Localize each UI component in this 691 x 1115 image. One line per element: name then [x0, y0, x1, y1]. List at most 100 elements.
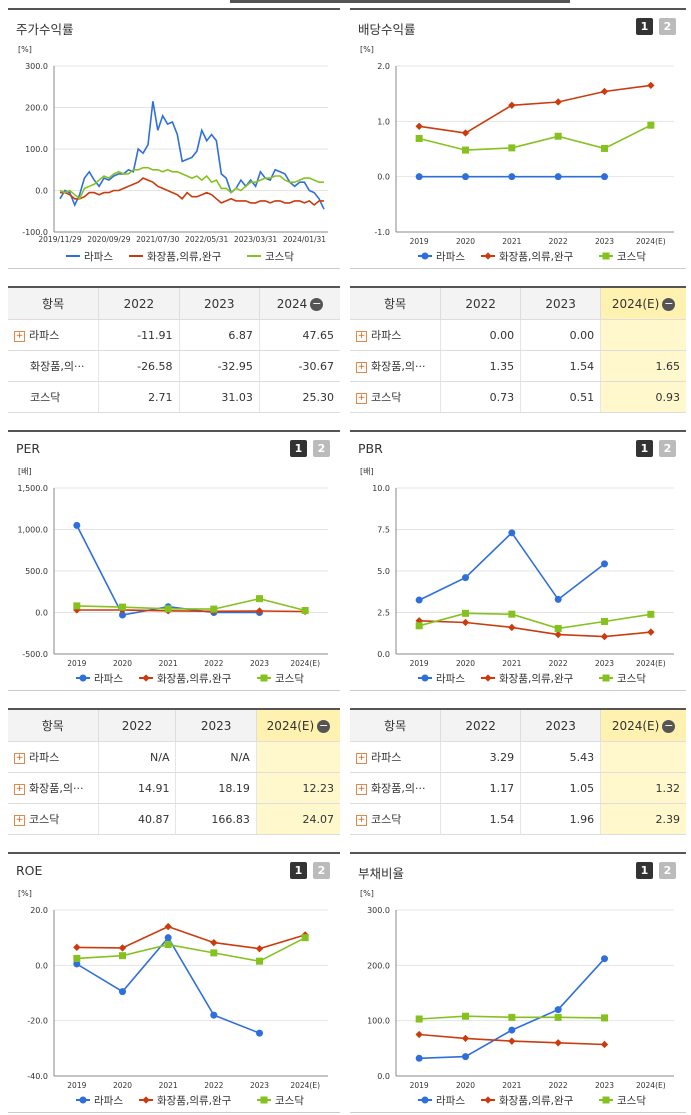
- series-line: [76, 925, 306, 950]
- legend-label[interactable]: 화장품,의류,완구: [499, 1094, 574, 1107]
- legend-label[interactable]: 코스닥: [617, 673, 646, 685]
- panel-toggle-button-1[interactable]: 1: [636, 862, 653, 879]
- legend-label[interactable]: 화장품,의류,완구: [499, 672, 574, 685]
- panel-toggle-button-2[interactable]: 2: [659, 862, 676, 879]
- legend-label[interactable]: 화장품,의류,완구: [157, 1094, 232, 1107]
- y-tick-label: -40.0: [27, 1072, 48, 1081]
- row-name: 라파스: [29, 751, 60, 764]
- panel-toggle-button-1[interactable]: 1: [636, 18, 653, 35]
- panel-toggle-button-1[interactable]: 1: [290, 862, 307, 879]
- legend-label[interactable]: 코스닥: [275, 1095, 304, 1107]
- panel-toggle-button-1[interactable]: 1: [290, 440, 307, 457]
- legend-label[interactable]: 라파스: [436, 1095, 465, 1107]
- data-point: [462, 1053, 469, 1061]
- legend-marker: [260, 674, 268, 682]
- y-tick-label: -20.0: [27, 1017, 48, 1026]
- legend-label[interactable]: 코스닥: [617, 1095, 646, 1107]
- panel-debt: 부채비율 1 2 [%] 300.0 200.0 100.0 0.0 2019 2020 2021 2…: [350, 852, 686, 1113]
- data-point: [508, 623, 516, 632]
- legend-label[interactable]: 라파스: [94, 1095, 123, 1107]
- x-tick-label: 2024/01/31: [283, 235, 326, 244]
- data-point: [73, 960, 81, 968]
- table-cell: 18.19: [175, 772, 257, 804]
- table-header-row: 항목 2022 2023 2024(E) −: [350, 287, 686, 320]
- data-point: [647, 121, 655, 129]
- y-tick-label: 2.0: [377, 62, 390, 71]
- column-header-label: 2023: [545, 718, 576, 733]
- data-point: [601, 1014, 608, 1022]
- expand-icon[interactable]: +: [356, 330, 367, 342]
- expand-icon[interactable]: +: [356, 752, 367, 764]
- legend-label[interactable]: 코스닥: [265, 251, 294, 263]
- row-name-cell: + 화장품,의···: [350, 772, 442, 804]
- expand-icon[interactable]: +: [14, 330, 25, 342]
- panel-toggle-button-1[interactable]: 1: [636, 440, 653, 457]
- x-tick-label: 2023: [595, 1081, 614, 1090]
- expand-icon[interactable]: +: [356, 392, 367, 404]
- x-tick-label: 2020: [113, 659, 132, 668]
- legend-label[interactable]: 화장품,의류,완구: [147, 250, 222, 263]
- expand-icon[interactable]: +: [356, 361, 367, 373]
- y-tick-label: 0.0: [377, 650, 390, 659]
- x-tick-label: 2021: [159, 659, 178, 668]
- summary-table-t_pbr: 항목 2022 2023 2024(E) − + 라파스 3.29 5.43 + 화장품,의··· 1…: [350, 708, 686, 835]
- column-header-label: 2024(E): [611, 718, 660, 733]
- data-point: [119, 603, 126, 611]
- y-tick-label: 0.0: [35, 187, 48, 196]
- collapse-icon[interactable]: −: [662, 296, 676, 311]
- y-tick-label: -500.0: [22, 650, 48, 659]
- column-header-label: 2024(E): [611, 296, 660, 311]
- data-point: [601, 955, 608, 963]
- legend-label[interactable]: 코스닥: [275, 673, 304, 685]
- x-tick-label: 2019: [410, 237, 429, 246]
- panel-toggle-button-2[interactable]: 2: [313, 862, 330, 879]
- panel-title: 배당수익률: [358, 22, 416, 37]
- data-point: [647, 610, 655, 618]
- data-point: [256, 957, 263, 965]
- data-point: [415, 122, 423, 130]
- table-cell: 3.29: [440, 741, 522, 773]
- expand-icon[interactable]: +: [14, 783, 25, 795]
- table-cell: -26.58: [98, 350, 180, 382]
- expand-icon[interactable]: +: [14, 814, 25, 826]
- data-point: [415, 1054, 423, 1062]
- panel-stock: 주가수익률 [%] 300.0 200.0 100.0 0.0 -100.0 2019/11/…: [8, 8, 340, 269]
- row-name-cell: 화장품,의···: [8, 350, 100, 382]
- data-point: [554, 1039, 562, 1047]
- data-point: [554, 173, 562, 181]
- legend-label[interactable]: 라파스: [436, 673, 465, 685]
- panel-title: 부채비율: [358, 866, 405, 881]
- summary-table-t_div: 항목 2022 2023 2024(E) − + 라파스 0.00 0.00 + 화장품,의··· 1…: [350, 286, 686, 413]
- expand-icon[interactable]: +: [14, 752, 25, 764]
- table-cell: 166.83: [175, 803, 257, 835]
- legend-label[interactable]: 화장품,의류,완구: [499, 250, 574, 263]
- legend-label[interactable]: 라파스: [84, 251, 113, 263]
- panel-toggle-button-2[interactable]: 2: [659, 18, 676, 35]
- y-tick-label: 300.0: [25, 62, 48, 71]
- legend-label[interactable]: 화장품,의류,완구: [157, 672, 232, 685]
- expand-icon[interactable]: +: [356, 783, 367, 795]
- expand-icon[interactable]: +: [356, 814, 367, 826]
- panel-title: PER: [16, 441, 41, 456]
- data-point: [118, 944, 127, 952]
- table-row: 코스닥 2.71 31.03 25.30: [8, 381, 340, 413]
- x-tick-label: 2023/03/31: [234, 235, 277, 244]
- panel-toggle-button-2[interactable]: 2: [313, 440, 330, 457]
- y-tick-label: 300.0: [367, 906, 390, 915]
- table-cell: 1.54: [440, 803, 522, 835]
- panel-toggle-button-2[interactable]: 2: [659, 440, 676, 457]
- data-point: [415, 1015, 423, 1023]
- collapse-icon[interactable]: −: [662, 718, 676, 733]
- legend-label[interactable]: 코스닥: [617, 251, 646, 263]
- legend-label[interactable]: 라파스: [436, 251, 465, 263]
- collapse-icon[interactable]: −: [310, 296, 324, 311]
- collapse-icon[interactable]: −: [317, 718, 331, 733]
- series-line: [59, 101, 325, 210]
- y-tick-label: 10.0: [372, 484, 390, 493]
- y-tick-label: 200.0: [367, 961, 390, 970]
- panel-roe: ROE 1 2 [%] 20.0 0.0 -20.0 -40.0 2019 2020 2021 202…: [8, 852, 340, 1113]
- legend-label[interactable]: 라파스: [94, 673, 123, 685]
- data-point: [210, 605, 218, 613]
